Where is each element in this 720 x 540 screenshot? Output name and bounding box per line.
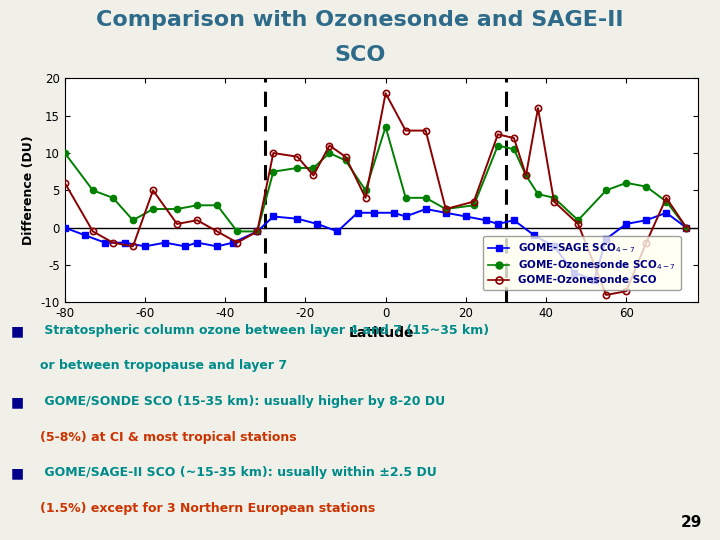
- Text: SCO: SCO: [334, 45, 386, 65]
- Text: ■: ■: [11, 324, 24, 338]
- Text: ■: ■: [11, 395, 24, 409]
- Text: ■: ■: [11, 467, 24, 481]
- Text: GOME/SAGE-II SCO (~15-35 km): usually within ±2.5 DU: GOME/SAGE-II SCO (~15-35 km): usually wi…: [40, 467, 436, 480]
- Y-axis label: Difference (DU): Difference (DU): [22, 136, 35, 245]
- Text: (1.5%) except for 3 Northern European stations: (1.5%) except for 3 Northern European st…: [40, 502, 375, 515]
- Text: Comparison with Ozonesonde and SAGE-II: Comparison with Ozonesonde and SAGE-II: [96, 10, 624, 30]
- Text: or between tropopause and layer 7: or between tropopause and layer 7: [40, 360, 287, 373]
- Text: GOME/SONDE SCO (15-35 km): usually higher by 8-20 DU: GOME/SONDE SCO (15-35 km): usually highe…: [40, 395, 445, 408]
- Text: (5-8%) at CI & most tropical stations: (5-8%) at CI & most tropical stations: [40, 431, 296, 444]
- Legend: GOME-SAGE SCO$_{4-7}$, GOME-Ozonesonde SCO$_{4-7}$, GOME-Ozonesonde SCO: GOME-SAGE SCO$_{4-7}$, GOME-Ozonesonde S…: [483, 236, 680, 291]
- Text: 29: 29: [680, 516, 702, 530]
- Text: Stratospheric column ozone between layer 4 and 7 (15~35 km): Stratospheric column ozone between layer…: [40, 324, 489, 337]
- X-axis label: Latitude: Latitude: [349, 326, 414, 340]
